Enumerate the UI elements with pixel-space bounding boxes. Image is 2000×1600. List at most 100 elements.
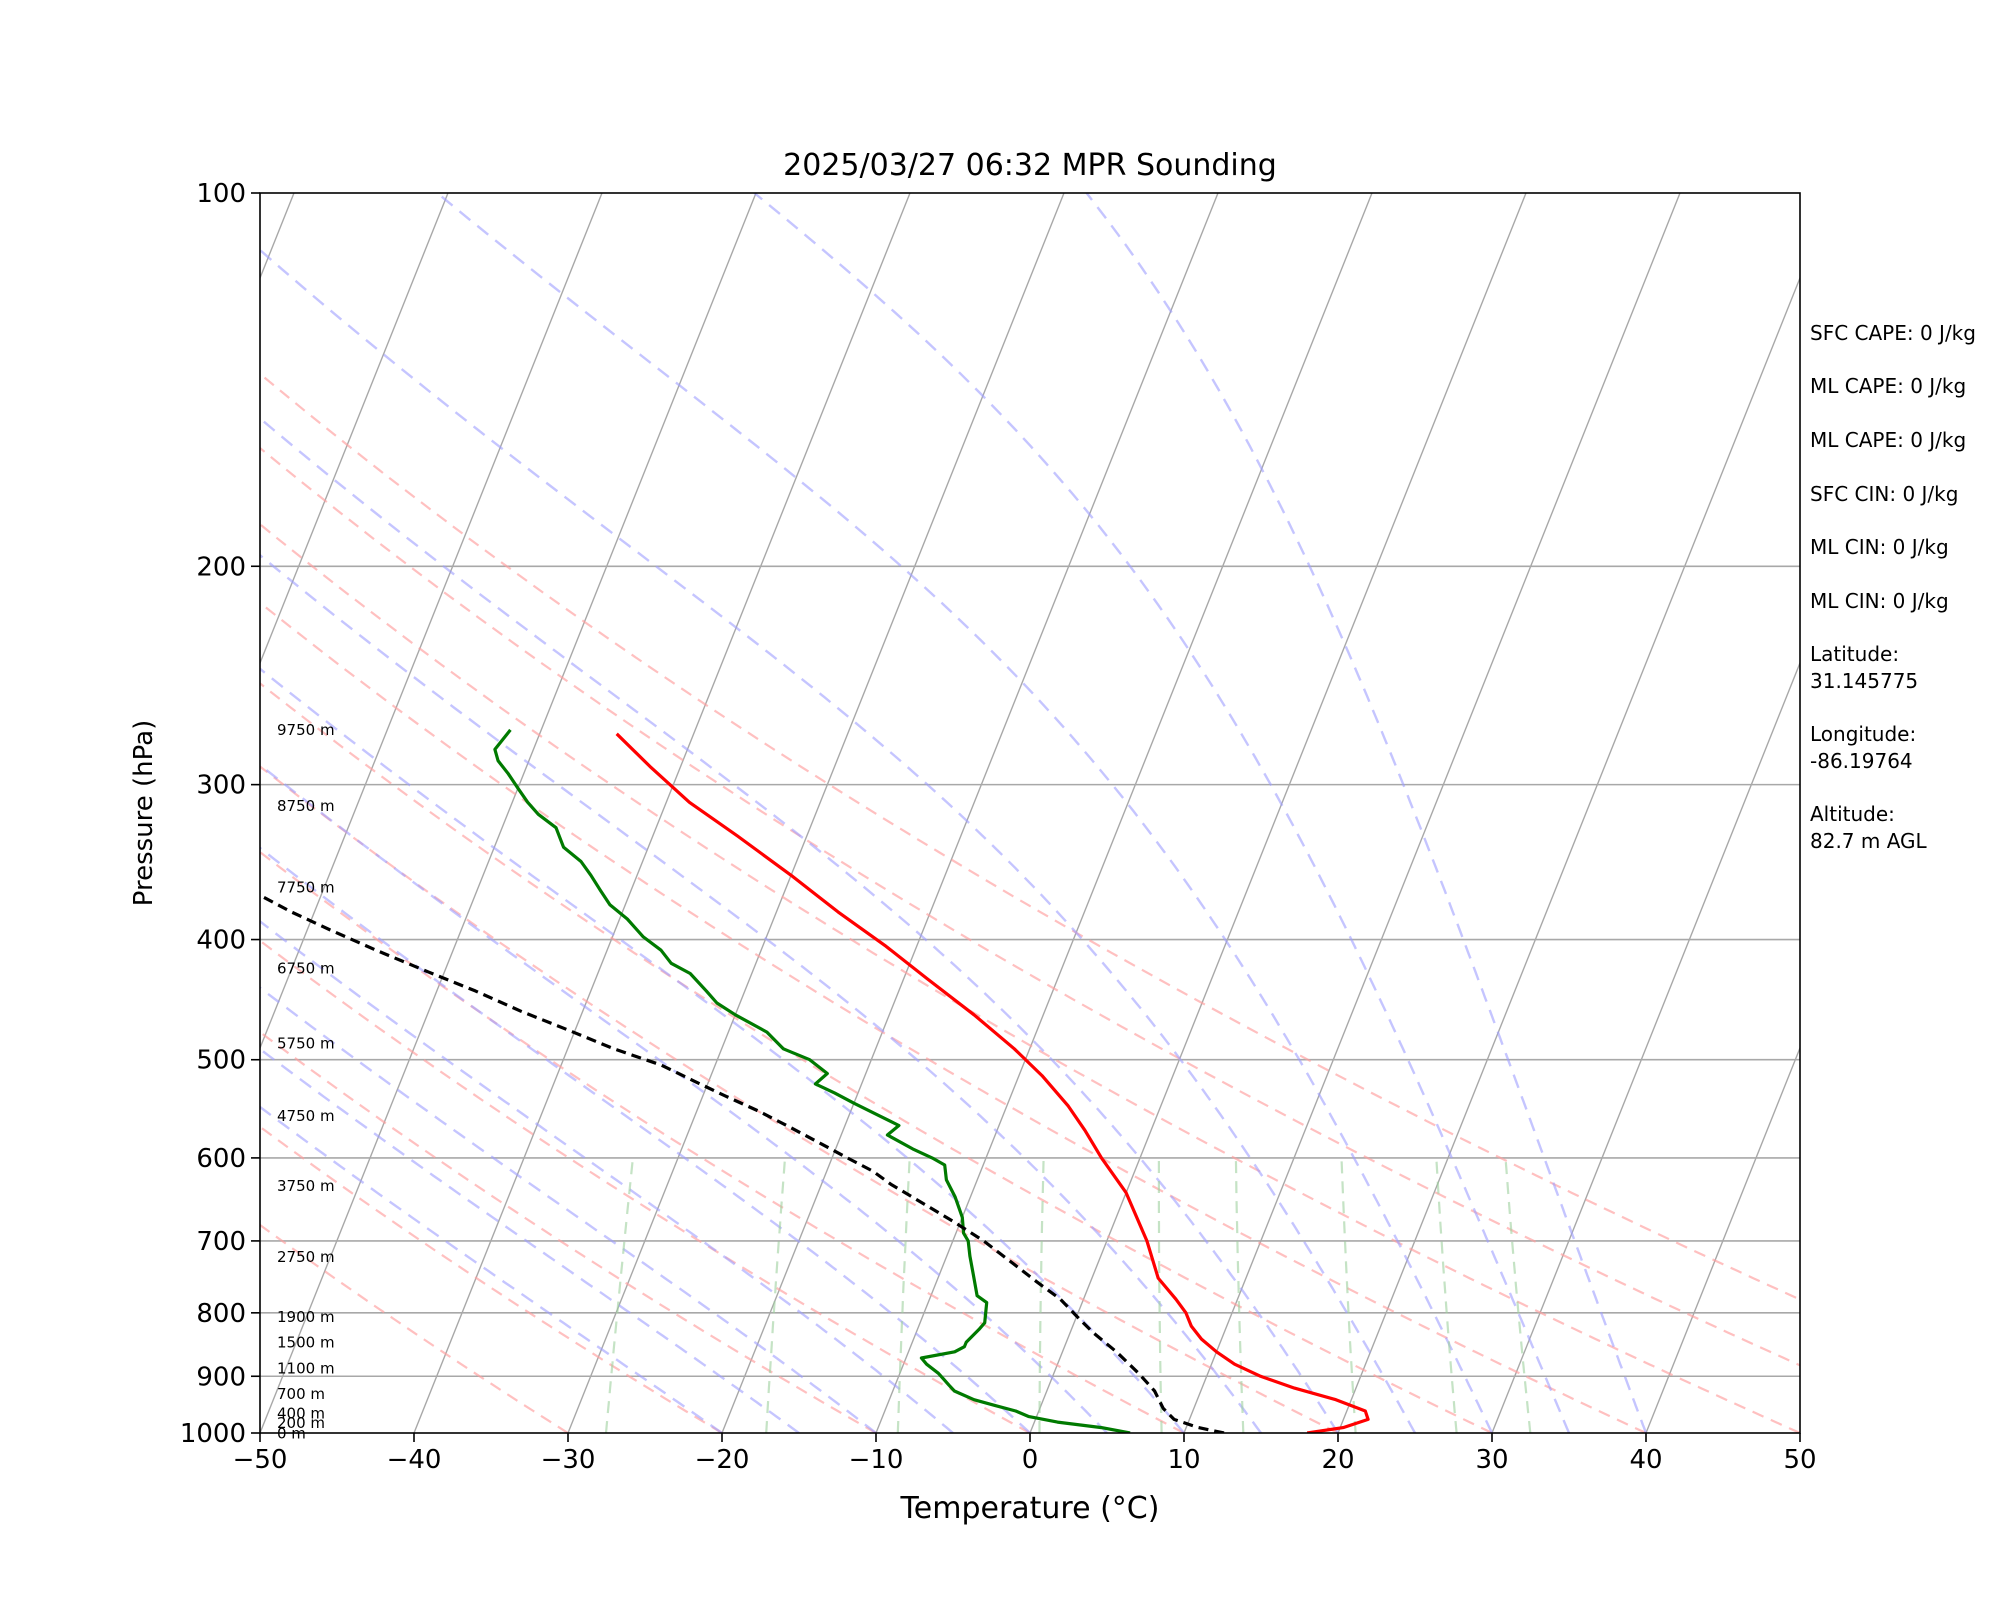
temperature-trace xyxy=(615,732,1370,1433)
x-tick-label: −20 xyxy=(695,1445,750,1475)
mixing-ratio-line xyxy=(1340,1157,1357,1433)
height-label: 700 m xyxy=(277,1385,325,1403)
x-axis-label: Temperature (°C) xyxy=(900,1491,1160,1526)
ml-cin-text: ML CIN: 0 J/kg xyxy=(1810,535,1949,559)
height-labels: 9750 m 8750 m 7750 m 6750 m 5750 m 4750 m 3750… xyxy=(277,721,335,1443)
x-tick-label: −40 xyxy=(387,1445,442,1475)
dry-adiabat-line xyxy=(260,1223,569,1433)
height-label: 400 m xyxy=(277,1404,325,1422)
y-tick-label: 300 xyxy=(196,771,246,801)
height-label: 200 m xyxy=(277,1414,325,1432)
ml-cape-text-2: ML CAPE: 0 J/kg xyxy=(1810,428,1967,452)
background-grid xyxy=(0,193,1800,1433)
ml-cin-text-2: ML CIN: 0 J/kg xyxy=(1810,589,1949,613)
ml-cape-text: ML CAPE: 0 J/kg xyxy=(1810,374,1967,398)
x-tick-label: 40 xyxy=(1629,1445,1662,1475)
longitude-value: -86.19764 xyxy=(1810,749,1913,773)
moist-adiabat-line xyxy=(260,1105,723,1433)
sounding-traces xyxy=(260,728,1370,1433)
chart-title: 2025/03/27 06:32 MPR Sounding xyxy=(783,148,1277,183)
height-label: 1900 m xyxy=(277,1308,335,1326)
height-label: 1100 m xyxy=(277,1359,335,1377)
height-label: 6750 m xyxy=(277,959,335,977)
isotherm-line xyxy=(567,193,1065,1433)
mixing-ratio-line xyxy=(1038,1157,1045,1433)
sfc-cape-text: SFC CAPE: 0 J/kg xyxy=(1810,321,1976,345)
height-label: 2750 m xyxy=(277,1248,335,1266)
height-label: 0 m xyxy=(277,1425,306,1443)
y-tick-label: 900 xyxy=(196,1362,246,1392)
dry-adiabat-line xyxy=(260,446,1800,1367)
isotherm-line xyxy=(1491,661,1800,1433)
longitude-label: Longitude: xyxy=(1810,722,1917,746)
altitude-value: 82.7 m AGL xyxy=(1810,829,1927,853)
dry-adiabat-line xyxy=(260,522,1800,1433)
x-tick-label: 30 xyxy=(1475,1445,1508,1475)
moist-adiabat-line xyxy=(260,416,1340,1433)
mixing-ratio-line xyxy=(896,1157,911,1433)
isotherm-line xyxy=(1029,193,1527,1433)
moist-adiabat-line xyxy=(260,667,1185,1433)
mixing-ratio-line xyxy=(765,1157,787,1433)
y-tick-label: 600 xyxy=(196,1144,246,1174)
y-tick-label: 1000 xyxy=(180,1419,246,1449)
x-tick-label: 20 xyxy=(1321,1445,1354,1475)
latitude-label: Latitude: xyxy=(1810,642,1900,666)
isotherm-line xyxy=(260,193,603,1050)
dry-adiabat-line xyxy=(260,1030,877,1433)
height-label: 1500 m xyxy=(277,1333,335,1351)
isotherm-line xyxy=(1337,276,1800,1433)
x-tick-label: 50 xyxy=(1783,1445,1816,1475)
plot-frame xyxy=(259,192,1801,1434)
axis-ticks: −50 −40 −30 −20 −10 0 10 20 30 40 50 100 200 300 400 50… xyxy=(180,179,1817,1475)
mixing-ratio-line xyxy=(1435,1157,1458,1433)
y-tick-label: 100 xyxy=(196,179,246,209)
moist-adiabat-line xyxy=(260,919,954,1433)
sfc-cin-text: SFC CIN: 0 J/kg xyxy=(1810,482,1959,506)
isotherm-line xyxy=(0,193,140,1433)
height-label: 9750 m xyxy=(277,721,335,739)
x-tick-label: −10 xyxy=(849,1445,904,1475)
y-tick-label: 200 xyxy=(196,552,246,582)
dry-adiabat-line xyxy=(260,1125,723,1433)
height-label: 5750 m xyxy=(277,1034,335,1052)
y-tick-label: 800 xyxy=(196,1299,246,1329)
mixing-ratio-line xyxy=(604,1157,634,1433)
height-label: 3750 m xyxy=(277,1177,335,1195)
height-label: 8750 m xyxy=(277,797,335,815)
moist-adiabat-line xyxy=(753,193,1571,1433)
isotherm-line xyxy=(260,193,757,1433)
dry-adiabat-line xyxy=(260,765,1339,1433)
moist-adiabat-line xyxy=(1085,193,1648,1433)
dry-adiabat-line xyxy=(260,601,1647,1433)
height-label: 7750 m xyxy=(277,878,335,896)
x-tick-label: −30 xyxy=(541,1445,596,1475)
moist-adiabat-line xyxy=(260,986,877,1433)
x-tick-label: 0 xyxy=(1022,1445,1039,1475)
latitude-value: 31.145775 xyxy=(1810,669,1919,693)
dewpoint-trace xyxy=(493,728,1131,1433)
dry-adiabat-line xyxy=(260,372,1800,1301)
isotherm-line xyxy=(1183,193,1681,1433)
moist-adiabat-line xyxy=(260,553,1262,1433)
y-tick-label: 400 xyxy=(196,926,246,956)
x-tick-label: 10 xyxy=(1167,1445,1200,1475)
x-tick-label: −50 xyxy=(233,1445,288,1475)
mixing-ratio-line xyxy=(1504,1157,1532,1433)
dry-adiabat-line xyxy=(260,681,1493,1433)
moist-adiabat-line xyxy=(260,248,1417,1433)
y-tick-label: 500 xyxy=(196,1046,246,1076)
isotherm-line xyxy=(260,193,449,665)
mixing-ratio-line xyxy=(1157,1157,1163,1433)
dry-adiabat-line xyxy=(260,850,1185,1433)
isotherm-line xyxy=(721,193,1219,1433)
moist-adiabat-line xyxy=(260,763,1108,1433)
isotherm-line xyxy=(875,193,1373,1433)
isotherm-line xyxy=(413,193,911,1433)
moist-adiabat-line xyxy=(260,1047,800,1433)
isotherm-line xyxy=(1645,1046,1800,1433)
y-axis-label: Pressure (hPa) xyxy=(129,720,159,907)
altitude-label: Altitude: xyxy=(1810,802,1895,826)
dry-adiabat-line xyxy=(260,939,1031,1433)
